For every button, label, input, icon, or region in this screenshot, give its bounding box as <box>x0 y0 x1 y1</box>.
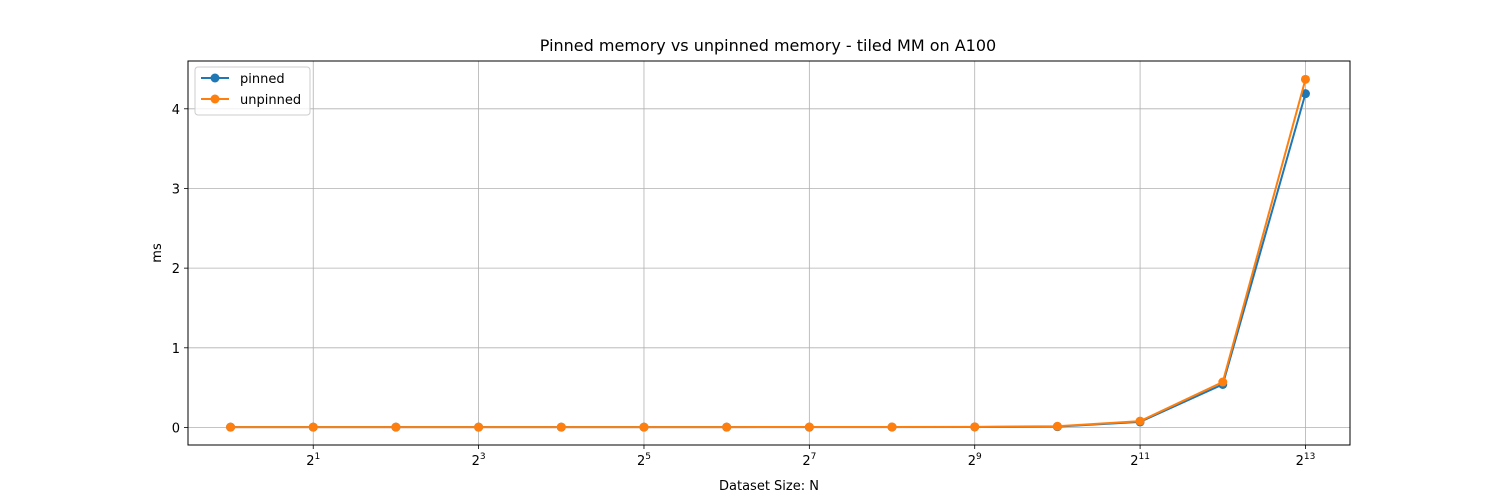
unpinned-point <box>474 422 484 432</box>
unpinned-point <box>1300 74 1310 84</box>
x-tick-label: 21 <box>306 452 320 469</box>
series-layer <box>226 74 1310 432</box>
unpinned-point <box>226 422 236 432</box>
x-tick-label: 29 <box>968 452 982 469</box>
unpinned-point <box>722 422 732 432</box>
unpinned-point <box>1218 377 1228 387</box>
unpinned-point <box>1135 416 1145 426</box>
grid <box>188 61 1350 445</box>
legend-label: unpinned <box>240 93 301 108</box>
x-tick-label: 213 <box>1296 452 1316 469</box>
y-axis-label: ms <box>150 243 165 263</box>
chart-title: Pinned memory vs unpinned memory - tiled… <box>540 36 996 55</box>
unpinned-point <box>391 422 401 432</box>
unpinned-point <box>639 422 649 432</box>
y-tick-label: 3 <box>172 182 180 197</box>
legend-label: pinned <box>240 72 285 87</box>
y-tick-label: 1 <box>172 342 180 357</box>
y-tick-label: 4 <box>172 103 180 118</box>
x-tick-label: 211 <box>1130 452 1150 469</box>
series-unpinned <box>226 74 1310 432</box>
pinned-point <box>1300 89 1310 99</box>
legend-item-pinned: pinned <box>201 72 285 87</box>
unpinned-point <box>887 422 897 432</box>
unpinned-point <box>970 422 980 432</box>
pinned-line <box>230 93 1307 429</box>
unpinned-line <box>230 79 1307 429</box>
y-tick-label: 2 <box>172 262 180 277</box>
legend-marker <box>210 73 220 83</box>
plot-frame <box>187 60 1351 446</box>
y-tick-label: 0 <box>172 421 180 436</box>
x-tick-label: 27 <box>802 452 816 469</box>
unpinned-point <box>1052 421 1062 431</box>
unpinned-point <box>556 422 566 432</box>
legend-marker <box>210 94 220 104</box>
unpinned-point <box>804 422 814 432</box>
legend: pinned unpinned <box>194 66 311 116</box>
x-tick-label: 25 <box>637 452 651 469</box>
legend-item-unpinned: unpinned <box>201 93 301 108</box>
unpinned-point <box>308 422 318 432</box>
series-pinned <box>226 89 1310 432</box>
x-axis-label: Dataset Size: N <box>719 479 819 494</box>
x-tick-label: 23 <box>472 452 486 469</box>
